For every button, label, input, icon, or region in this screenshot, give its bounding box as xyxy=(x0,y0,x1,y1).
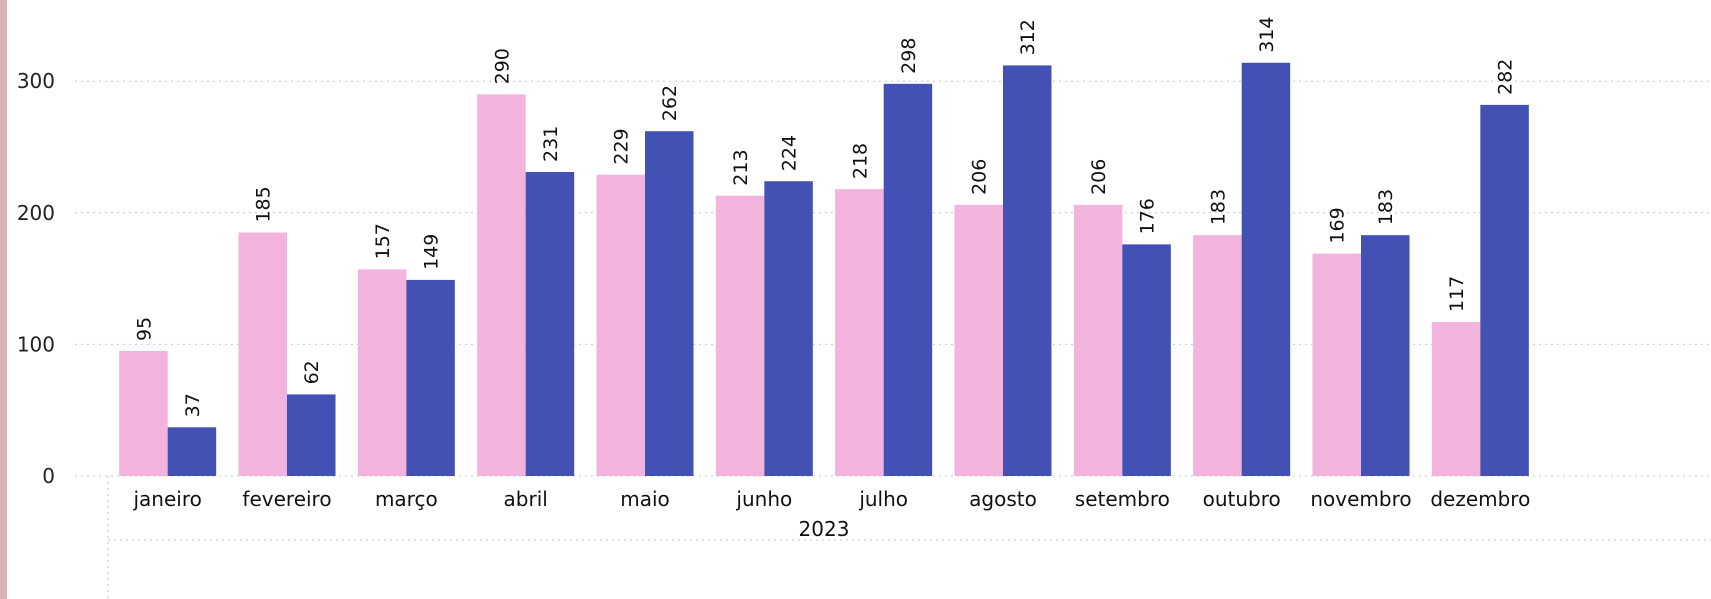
bar-series-2 xyxy=(1480,104,1529,476)
data-label: 183 xyxy=(1207,189,1229,225)
x-tick-label: julho xyxy=(858,487,908,511)
bar-series-1 xyxy=(119,350,168,476)
x-tick-label: maio xyxy=(620,487,670,511)
data-label: 62 xyxy=(301,360,323,384)
bar-series-2 xyxy=(1122,244,1171,476)
y-tick-label: 300 xyxy=(17,69,55,93)
data-label: 282 xyxy=(1495,59,1517,95)
bar-series-2 xyxy=(287,394,336,476)
bar-series-1 xyxy=(954,204,1003,477)
bar-series-2 xyxy=(1003,65,1052,477)
data-label: 169 xyxy=(1327,207,1349,243)
data-label: 206 xyxy=(1088,159,1110,195)
bar-series-2 xyxy=(883,83,933,476)
data-label: 213 xyxy=(730,149,752,185)
bar-series-1 xyxy=(1193,235,1242,476)
x-tick-label: dezembro xyxy=(1430,487,1530,511)
data-label: 314 xyxy=(1256,17,1278,53)
bar-series-2 xyxy=(764,181,813,476)
x-tick-label: setembro xyxy=(1075,487,1170,511)
y-axis: 0 100 200 300 xyxy=(17,69,55,488)
data-label: 206 xyxy=(969,159,991,195)
bar-series-2 xyxy=(406,279,455,476)
bar-series-1 xyxy=(477,94,526,477)
data-label: 37 xyxy=(182,393,204,417)
data-label: 149 xyxy=(421,234,443,270)
data-label: 117 xyxy=(1446,276,1468,312)
x-tick-label: abril xyxy=(504,487,548,511)
x-axis: 2023 janeiro fevereiro março abril maio junho… xyxy=(132,487,1530,541)
bar-series-1 xyxy=(835,189,884,476)
bar-series-2 xyxy=(1361,235,1410,476)
data-label: 262 xyxy=(659,85,681,121)
bar-series-1 xyxy=(238,232,287,476)
bar-series-1 xyxy=(596,174,645,477)
data-label: 95 xyxy=(133,317,155,341)
bar-series-1 xyxy=(357,269,407,476)
data-label: 231 xyxy=(540,126,562,162)
data-label: 312 xyxy=(1017,19,1039,55)
y-tick-label: 0 xyxy=(42,464,55,488)
bar-series-2 xyxy=(525,172,575,476)
bar-series-1 xyxy=(1073,204,1123,477)
data-label: 157 xyxy=(372,223,394,259)
bar-series-2 xyxy=(645,131,694,476)
x-tick-label: junho xyxy=(735,487,792,511)
x-tick-label: janeiro xyxy=(132,487,201,511)
data-label: 176 xyxy=(1137,198,1159,234)
x-tick-label: agosto xyxy=(969,487,1037,511)
bar-series-1 xyxy=(1312,253,1361,476)
x-tick-label: março xyxy=(375,487,438,511)
data-label: 290 xyxy=(491,48,513,84)
left-accent-strip xyxy=(0,0,7,599)
x-tick-label: outubro xyxy=(1203,487,1281,511)
x-tick-label: novembro xyxy=(1310,487,1411,511)
data-label: 183 xyxy=(1375,189,1397,225)
bar-series-1 xyxy=(715,195,765,476)
data-label: 185 xyxy=(253,186,275,222)
data-label: 229 xyxy=(611,128,633,164)
x-tick-label: fevereiro xyxy=(242,487,331,511)
y-tick-label: 200 xyxy=(17,201,55,225)
y-tick-label: 100 xyxy=(17,332,55,356)
data-label: 218 xyxy=(849,143,871,179)
bar-series-2 xyxy=(167,427,217,476)
x-axis-year-label: 2023 xyxy=(799,517,850,541)
bar-series-2 xyxy=(1241,62,1291,476)
data-label: 298 xyxy=(898,38,920,74)
bar-series-1 xyxy=(1431,322,1481,476)
data-label: 224 xyxy=(779,135,801,171)
bars xyxy=(119,62,1529,477)
data-labels: 95 37 185 62 157 149 290 231 229 262 213 224 218 298 2… xyxy=(133,17,1516,418)
